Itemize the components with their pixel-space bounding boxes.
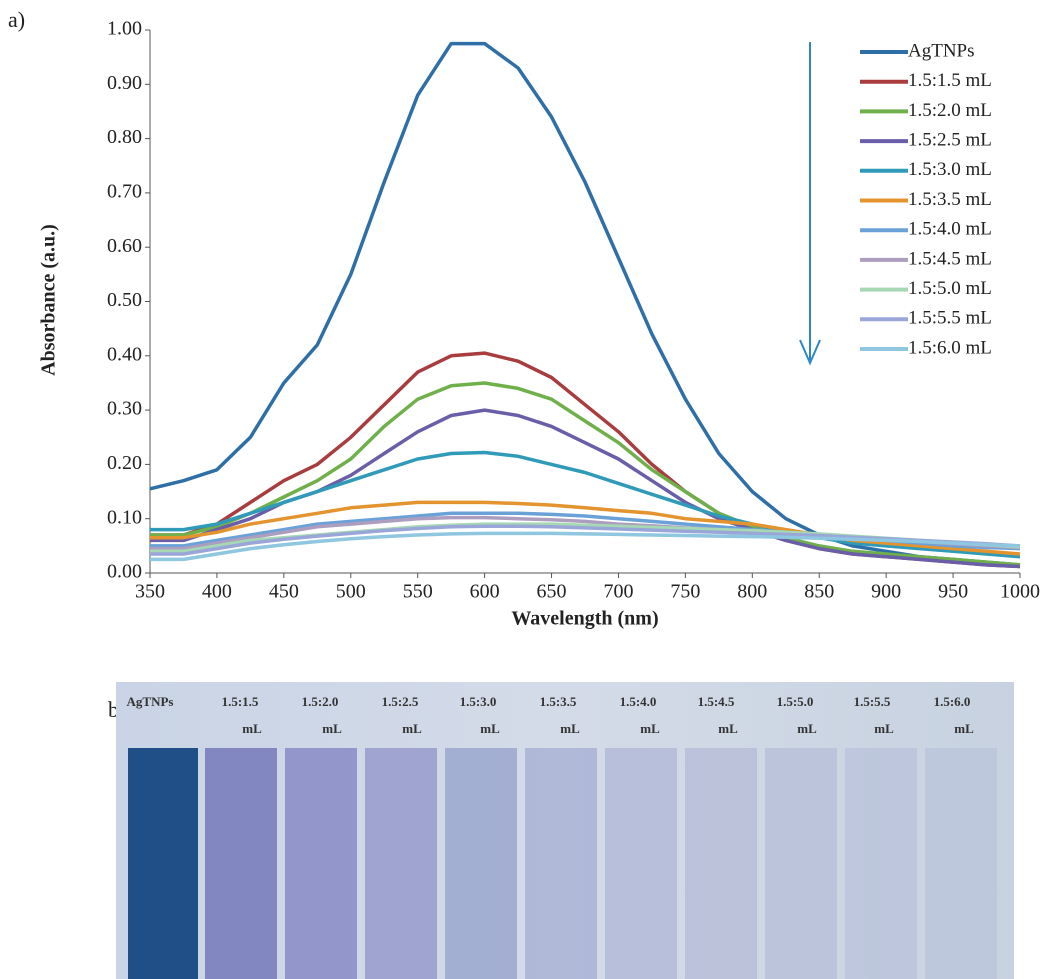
photo-label: 1.5:4.5 <box>698 694 735 709</box>
photo-label: 1.5:3.5 <box>540 694 577 709</box>
legend-label: AgTNPs <box>908 40 975 61</box>
y-tick-label: 0.50 <box>107 289 142 311</box>
cuvette <box>525 748 597 979</box>
series-line <box>150 524 1021 556</box>
photo-label: mL <box>322 721 342 736</box>
x-tick-label: 700 <box>603 581 633 603</box>
x-tick-label: 950 <box>938 581 968 603</box>
y-tick-label: 0.40 <box>107 343 142 365</box>
trend-arrow-head <box>799 339 821 366</box>
y-tick-label: 0.10 <box>107 506 142 528</box>
legend-label: 1.5:4.5 mL <box>908 248 992 269</box>
x-tick-label: 900 <box>871 581 901 603</box>
x-tick-label: 1000 <box>1000 581 1040 603</box>
cuvette <box>285 748 357 979</box>
photo-label: mL <box>402 721 422 736</box>
series-line <box>149 41 1021 567</box>
legend-label: 1.5:2.0 mL <box>908 100 992 121</box>
photo-label: mL <box>640 721 660 736</box>
legend-label: 1.5:6.0 mL <box>908 337 992 358</box>
legend-label: 1.5:4.0 mL <box>908 219 992 240</box>
cuvette <box>128 748 198 979</box>
cuvette <box>445 748 517 979</box>
photo-label: mL <box>874 721 894 736</box>
x-tick-label: 400 <box>202 581 232 603</box>
legend-label: 1.5:3.0 mL <box>908 159 992 180</box>
photo-label: mL <box>560 721 580 736</box>
y-tick-label: 0.80 <box>107 126 142 148</box>
series-line <box>150 500 1021 556</box>
x-tick-label: 500 <box>336 581 366 603</box>
legend-label: 1.5:2.5 mL <box>908 129 992 150</box>
cuvette <box>685 748 757 979</box>
legend-label: 1.5:3.5 mL <box>908 189 992 210</box>
x-tick-label: 650 <box>537 581 567 603</box>
photo-label: 1.5:2.5 <box>382 694 419 709</box>
legend-label: 1.5:5.5 mL <box>908 308 992 329</box>
legend-label: 1.5:1.5 mL <box>908 70 992 91</box>
photo-label: mL <box>954 721 974 736</box>
cuvette <box>605 748 677 979</box>
y-tick-label: 0.60 <box>107 235 142 257</box>
x-tick-label: 750 <box>670 581 700 603</box>
y-tick-label: 1.00 <box>107 18 142 40</box>
x-tick-label: 600 <box>470 581 500 603</box>
photo-label: 1.5:6.0 <box>934 694 971 709</box>
photo-label: mL <box>718 721 738 736</box>
x-axis-label: Wavelength (nm) <box>511 608 658 630</box>
y-tick-label: 0.00 <box>107 561 142 583</box>
series-line <box>150 381 1021 567</box>
y-axis-label: Absorbance (a.u.) <box>38 224 60 376</box>
photo-label: 1.5:3.0 <box>460 694 497 709</box>
photo <box>116 682 1014 979</box>
photo-label: mL <box>242 721 262 736</box>
y-tick-label: 0.30 <box>107 398 142 420</box>
photo-label: 1.5:4.0 <box>620 694 657 709</box>
y-tick-label: 0.20 <box>107 452 142 474</box>
cuvette <box>205 748 277 979</box>
panel-label: a) <box>8 7 25 32</box>
cuvette <box>765 748 837 979</box>
series-line <box>150 450 1021 559</box>
x-tick-label: 800 <box>737 581 767 603</box>
cuvette <box>365 748 437 979</box>
y-tick-label: 0.70 <box>107 180 142 202</box>
cuvette <box>845 748 917 979</box>
x-tick-label: 850 <box>804 581 834 603</box>
legend-label: 1.5:5.0 mL <box>908 278 992 299</box>
x-tick-label: 550 <box>403 581 433 603</box>
photo-label: mL <box>797 721 817 736</box>
photo-label: 1.5:2.0 <box>302 694 339 709</box>
x-tick-label: 450 <box>269 581 299 603</box>
x-tick-label: 350 <box>135 581 165 603</box>
photo-label: 1.5:5.5 <box>854 694 891 709</box>
cuvette <box>925 748 997 979</box>
photo-label: 1.5:5.0 <box>777 694 814 709</box>
photo-label: AgTNPs <box>127 694 174 709</box>
photo-label: 1.5:1.5 <box>222 694 259 709</box>
y-tick-label: 0.90 <box>107 72 142 94</box>
series-line <box>150 531 1021 562</box>
photo-label: mL <box>480 721 500 736</box>
